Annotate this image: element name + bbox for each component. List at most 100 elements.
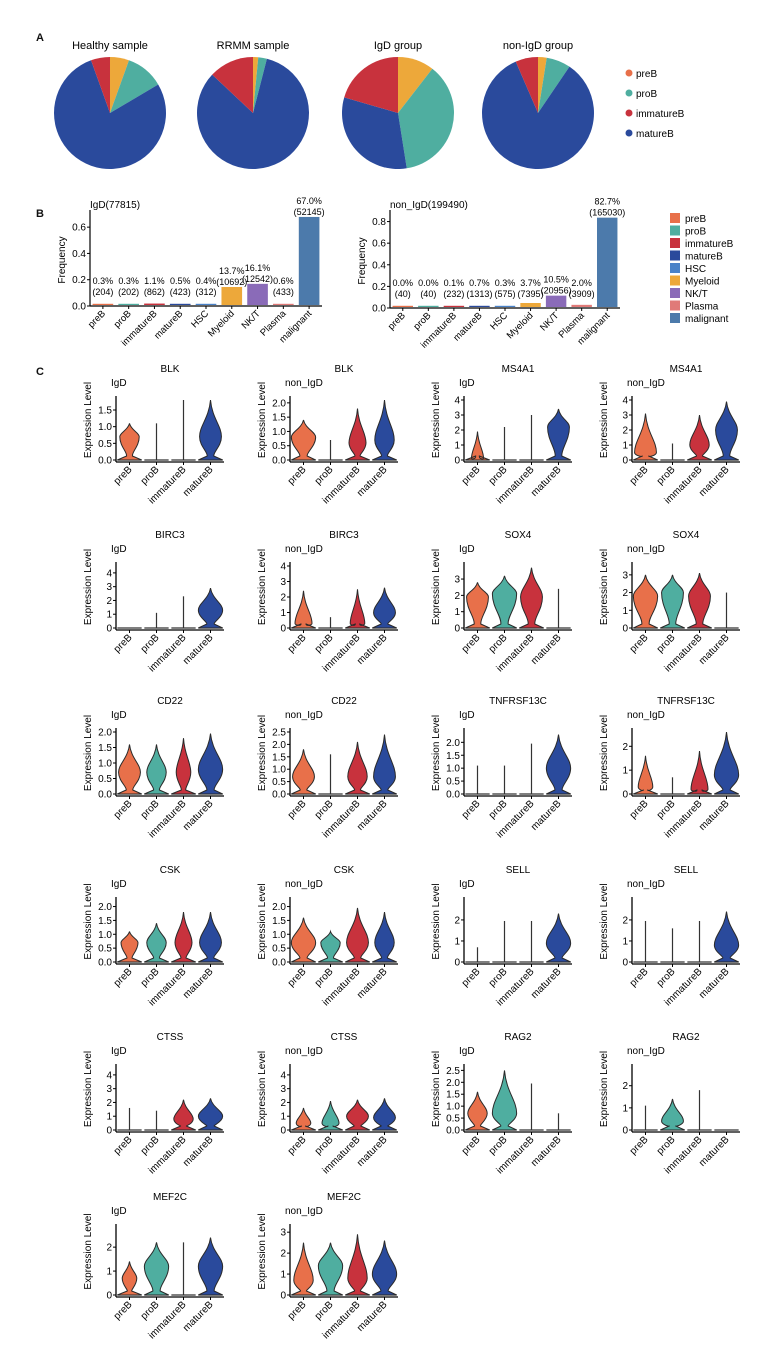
bar-count-label: (202) [118,287,139,297]
x-tick-label: matureB [697,464,732,499]
y-tick-label: 4 [106,1070,112,1081]
y-tick-label: 1.0 [272,765,286,776]
x-tick-label: matureB [181,632,216,667]
x-tick-label: matureB [355,632,390,667]
y-tick-label: 1.0 [98,759,112,770]
pie-slice-immatureB [91,57,110,113]
y-axis-label: Frequency [57,236,68,283]
y-tick-label: 2.0 [446,738,460,749]
pie-legend: preB proB immatureB matureB [625,69,685,140]
violin-group-label: IgD [111,879,127,890]
x-tick-label: proB [313,966,336,989]
y-tick-label: 2.0 [98,902,112,913]
pie-slice-proB [538,57,570,113]
violin-group-label: IgD [111,544,127,555]
violin-proB [144,923,169,963]
violin-title: BIRC3 [329,530,359,541]
pie-title: non-IgD group [503,40,573,52]
x-tick-label: proB [487,464,510,487]
legend-swatch-Myeloid [670,275,680,286]
bar-pct-label: 67.0% [296,196,322,206]
violin-matureB [197,1098,224,1131]
bar-pct-label: 0.6% [273,276,294,286]
bar-pct-label: 0.0% [418,278,439,288]
x-tick-label: proB [487,632,510,655]
y-tick-label: 1 [280,1270,286,1281]
violin-immatureB [687,751,712,795]
pie-slice-matureB [342,97,407,169]
violin-immatureB [687,573,712,629]
violin-title: MEF2C [327,1192,361,1203]
bar-pct-label: 82.7% [594,197,620,207]
x-tick-label: matureB [181,1299,216,1334]
violin-matureB [545,734,572,795]
y-axis-label: Expression Level [599,382,610,458]
violin-plot-rag2-igd: RAG2 IgD Expression Level 0.00.51.01.52.02.… [431,1032,572,1176]
pie-slice-matureB [54,60,166,169]
x-tick-label: preB [286,1299,309,1322]
violin-group-label: IgD [459,710,475,721]
bar-count-label: (7395) [518,289,544,299]
y-axis-label: Expression Level [599,1051,610,1127]
bar-pct-label: 0.4% [196,276,217,286]
legend-swatch-malignant [670,313,680,323]
violin-title: CTSS [331,1032,358,1043]
x-tick-label: preB [460,632,483,655]
violin-group-label: IgD [111,378,127,389]
x-tick-label: HSC [189,308,211,330]
bar-pct-label: 0.3% [118,276,139,286]
bar-count-label: (204) [92,287,113,297]
violin-title: CSK [160,865,181,876]
violin-plot-cd22-igd: CD22 IgD Expression Level 0.0 0.5 1.0 1.5 2.0 pr… [83,696,224,840]
y-axis-label: Expression Level [257,1051,268,1127]
x-tick-label: proB [655,1134,678,1157]
y-tick-label: 1 [454,607,460,618]
y-tick-label: 2 [280,1098,286,1109]
bar-count-label: (232) [443,289,464,299]
legend-label-preB: preB [636,69,657,80]
y-tick-label: 2 [622,915,628,926]
x-tick-label: matureB [697,966,732,1001]
x-tick-label: proB [411,310,433,332]
bar-HSC [195,303,217,305]
bar-count-label: (12542) [242,274,273,284]
x-tick-label: preB [112,1299,135,1322]
violin-plot-ms4a1-non_igd: MS4A1 non_IgD Expression Level 0 1 2 3 4 preB pro… [599,364,740,506]
y-tick-label: 0.4 [372,260,386,271]
x-tick-label: preB [386,310,408,332]
y-tick-label: 1.5 [98,743,112,754]
x-tick-label: proB [139,798,162,821]
bar-pct-label: 3.7% [520,278,541,288]
x-tick-label: preB [112,632,135,655]
x-tick-label: proB [313,464,336,487]
y-tick-label: 2.0 [446,1078,460,1089]
x-tick-label: NK/T [538,310,561,333]
y-axis-label: Expression Level [257,715,268,791]
x-tick-label: preB [460,1134,483,1157]
violin-title: RAG2 [672,1032,700,1043]
legend-label-immatureB: immatureB [636,109,685,120]
violin-preB [633,755,658,795]
y-axis-label: Expression Level [83,382,94,458]
y-tick-label: 2 [622,426,628,437]
y-tick-label: 2.5 [446,1066,460,1077]
x-tick-label: proB [313,1134,336,1157]
legend-dot-proB [625,89,633,97]
x-tick-label: matureB [529,632,564,667]
x-tick-label: matureB [529,464,564,499]
y-tick-label: 2 [622,588,628,599]
y-tick-label: 3 [280,577,286,588]
y-tick-label: 2.0 [98,728,112,739]
pie-slice-preB [253,57,259,113]
violin-preB [117,423,142,461]
bar-pct-label: 0.5% [170,276,191,286]
x-tick-label: HSC [488,310,510,332]
bar-pct-label: 16.1% [245,263,271,273]
y-tick-label: 2.0 [272,902,286,913]
x-tick-label: proB [313,1299,336,1322]
violin-group-label: IgD [111,1206,127,1217]
